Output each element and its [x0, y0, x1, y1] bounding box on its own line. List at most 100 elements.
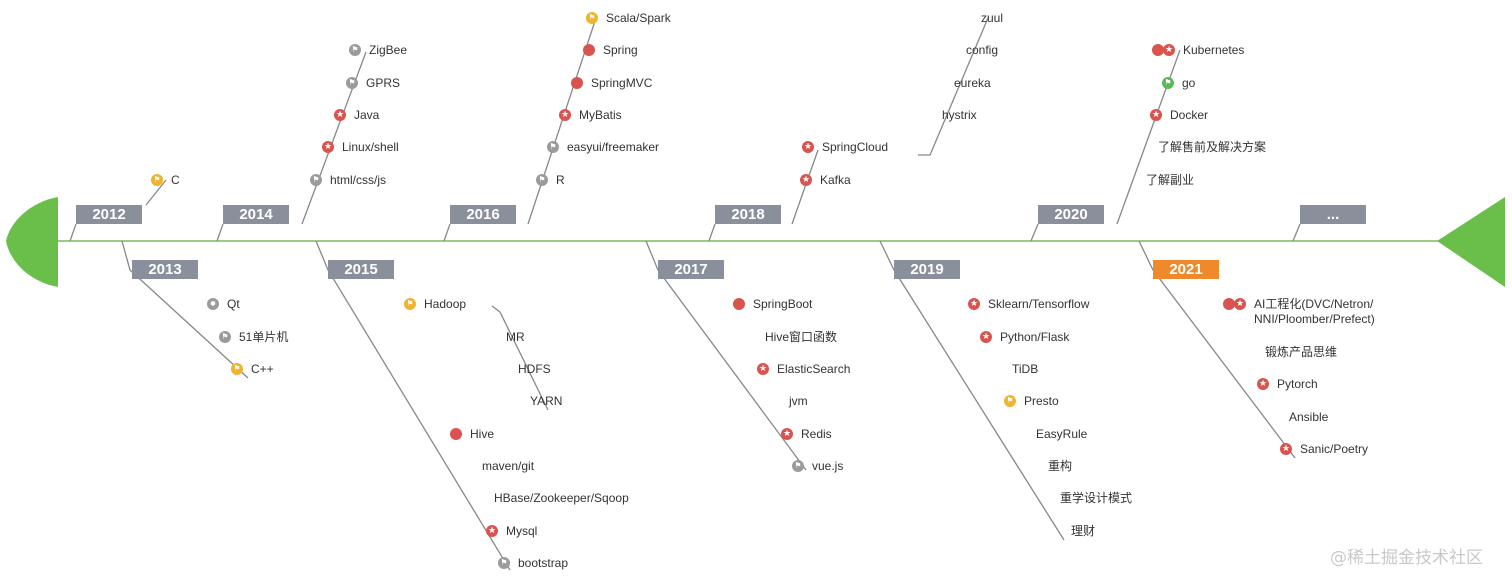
yellow-flag-icon: [231, 363, 243, 375]
item-icons: [800, 173, 812, 187]
skill-item: Ansible: [1289, 410, 1328, 425]
item-icons: [536, 174, 548, 186]
green-flag-icon: [1162, 77, 1174, 89]
item-icons: [980, 330, 992, 344]
gray-flag-icon: [536, 174, 548, 186]
axis-connector: [69, 223, 77, 242]
skill-label: 了解售前及解决方案: [1158, 140, 1267, 154]
skill-item: 了解售前及解决方案: [1158, 140, 1266, 155]
star-icon: [1280, 442, 1292, 456]
item-icons: [1152, 43, 1175, 57]
item-icons: [404, 298, 416, 310]
skill-label: HBase/Zookeeper/Sqoop: [494, 491, 629, 505]
skill-item: bootstrap: [498, 556, 568, 571]
item-icons: [498, 557, 510, 569]
skill-label: Linux/shell: [342, 140, 399, 154]
year-box-2019: 2019: [894, 260, 960, 279]
skill-label: TiDB: [1012, 362, 1039, 376]
skill-label: Presto: [1024, 394, 1059, 408]
skill-label: Python/Flask: [1000, 330, 1070, 344]
skill-item: SpringMVC: [571, 76, 652, 91]
item-icons: [757, 362, 769, 376]
skill-item: C++: [231, 362, 274, 377]
skill-label: 重构: [1048, 459, 1073, 473]
item-icons: [1004, 395, 1016, 407]
gray-flag-icon: [547, 141, 559, 153]
star-icon: [322, 140, 334, 154]
branch-line-...: [1292, 223, 1301, 242]
item-icons: [1162, 77, 1174, 89]
skill-label: config: [966, 43, 999, 57]
sub-branch-hadoop: [491, 305, 549, 411]
skill-label: easyui/freemaker: [567, 140, 660, 154]
skill-item: easyui/freemaker: [547, 140, 659, 155]
red-dot-icon: [583, 44, 595, 56]
red-dot-icon: [733, 298, 745, 310]
skill-item: HBase/Zookeeper/Sqoop: [494, 491, 629, 506]
skill-item: TiDB: [1012, 362, 1038, 377]
star-icon: [559, 108, 571, 122]
skill-item: html/css/js: [310, 173, 386, 188]
skill-label: go: [1182, 76, 1196, 90]
skill-item: 重构: [1048, 459, 1072, 474]
skill-item: maven/git: [482, 459, 534, 474]
skill-item: Presto: [1004, 394, 1059, 409]
skill-item: Scala/Spark: [586, 11, 671, 26]
item-icons: [1257, 377, 1269, 391]
skill-label: Hive窗口函数: [765, 330, 838, 344]
skill-item: config: [966, 43, 998, 58]
skill-label: html/css/js: [330, 173, 387, 187]
skill-item: 了解副业: [1146, 173, 1194, 188]
skill-item: Kubernetes: [1152, 43, 1244, 58]
year-box-2020: 2020: [1038, 205, 1104, 224]
skill-item: AI工程化(DVC/Netron/ NNI/Ploomber/Prefect): [1223, 297, 1375, 327]
year-box-2017: 2017: [658, 260, 724, 279]
gray-flag-icon: [219, 331, 231, 343]
skill-label: MyBatis: [579, 108, 622, 122]
skill-item: hystrix: [942, 108, 977, 123]
skill-label: maven/git: [482, 459, 535, 473]
red-dot-icon: [571, 77, 583, 89]
item-icons: [1150, 108, 1162, 122]
item-icons: [231, 363, 243, 375]
skill-item: Redis: [781, 427, 832, 442]
year-box-2018: 2018: [715, 205, 781, 224]
item-icons: [733, 298, 745, 310]
skill-label: bootstrap: [518, 556, 569, 570]
skill-item: 重学设计模式: [1060, 491, 1132, 506]
year-box-2016: 2016: [450, 205, 516, 224]
skill-item: Docker: [1150, 108, 1208, 123]
gray-flag-icon: [498, 557, 510, 569]
skill-item: Sanic/Poetry: [1280, 442, 1368, 457]
skill-label: eureka: [954, 76, 991, 90]
item-icons: [781, 427, 793, 441]
skill-label: 了解副业: [1146, 173, 1195, 187]
star-icon: [486, 524, 498, 538]
branch-line-2013: [121, 240, 249, 379]
red-dot-icon: [1152, 44, 1164, 56]
skill-label: vue.js: [812, 459, 844, 473]
skill-label: ZigBee: [369, 43, 408, 57]
skill-item: eureka: [954, 76, 991, 91]
skill-label: Redis: [801, 427, 832, 441]
item-icons: [583, 44, 595, 56]
item-icons: [486, 524, 498, 538]
axis-connector: [443, 223, 451, 242]
item-icons: [334, 108, 346, 122]
skill-item: Python/Flask: [980, 330, 1069, 345]
skill-label: 重学设计模式: [1060, 491, 1133, 505]
skill-item: SpringBoot: [733, 297, 812, 312]
item-icons: [1280, 442, 1292, 456]
skill-item: Qt: [207, 297, 240, 312]
skill-item: jvm: [789, 394, 808, 409]
skill-item: ZigBee: [349, 43, 407, 58]
red-dot-icon: [1223, 298, 1235, 310]
skill-item: C: [151, 173, 180, 188]
star-icon: [334, 108, 346, 122]
yellow-flag-icon: [151, 174, 163, 186]
skill-item: Sklearn/Tensorflow: [968, 297, 1089, 312]
gray-flag-icon: [349, 44, 361, 56]
skill-item: 51单片机: [219, 330, 288, 345]
star-icon: [1234, 297, 1246, 311]
skill-label: SpringMVC: [591, 76, 653, 90]
